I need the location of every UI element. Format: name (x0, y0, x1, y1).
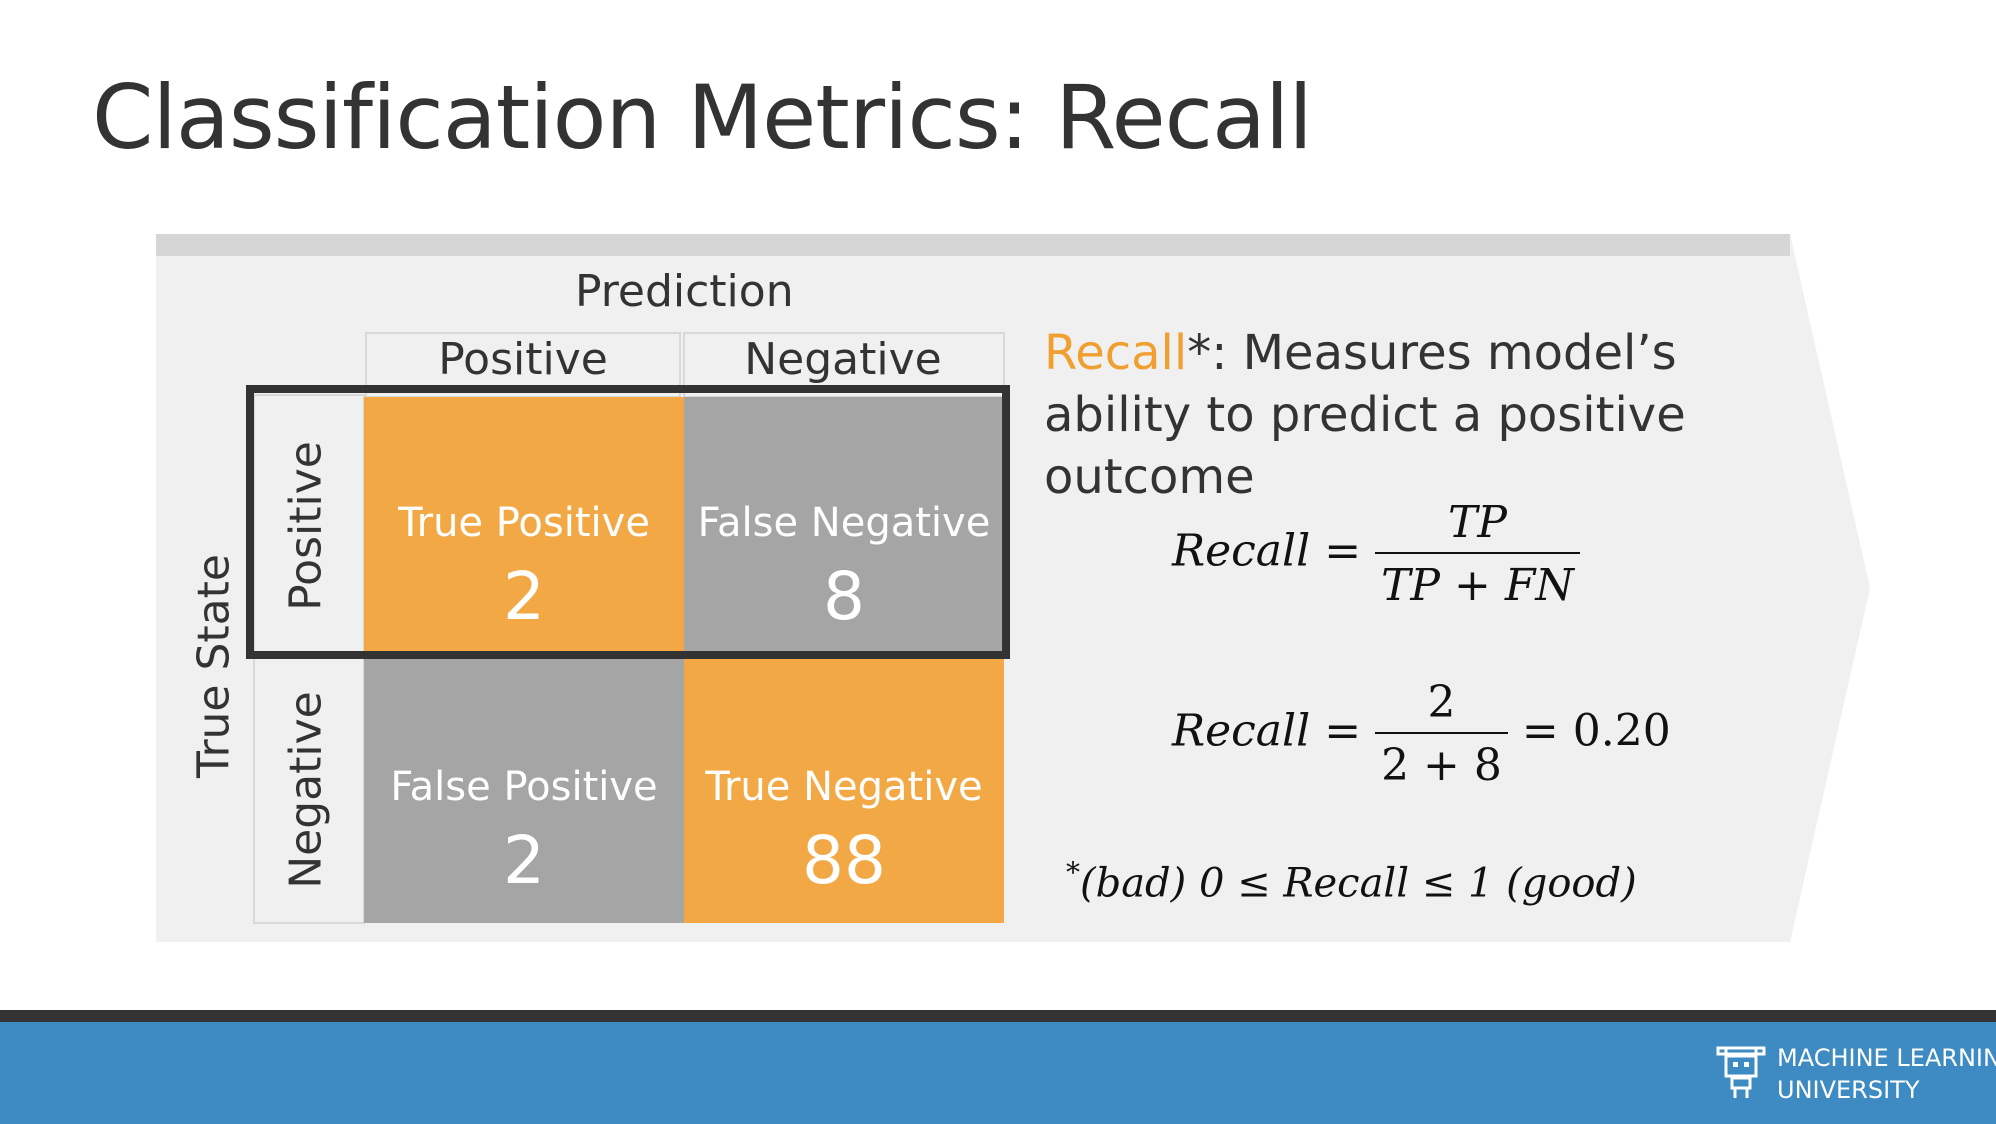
col-header-negative: Negative (744, 334, 942, 385)
cell-value: 2 (503, 558, 545, 635)
calc-numerator: 2 (1375, 677, 1508, 734)
formula-denominator: TP + FN (1381, 560, 1574, 611)
cell-name: True Positive (398, 500, 650, 546)
recall-description: Recall*: Measures model’s ability to pre… (1044, 322, 1804, 508)
robot-logo-icon (1716, 1046, 1766, 1098)
cell-false-positive: False Positive 2 (364, 764, 684, 899)
footer-bar (0, 1022, 1996, 1124)
cell-name: False Negative (697, 500, 991, 546)
cell-value: 88 (802, 822, 886, 899)
footer-divider (0, 1010, 1996, 1022)
mlu-line1: MACHINE LEARNING (1777, 1044, 1996, 1072)
cell-false-negative: False Negative 8 (684, 500, 1004, 635)
cell-true-positive: True Positive 2 (364, 500, 684, 635)
cell-name: True Negative (705, 764, 983, 810)
range-good: (good) (1506, 860, 1637, 907)
row-header-positive: Positive (280, 441, 332, 611)
formula-numerator: TP (1375, 497, 1580, 554)
cell-true-negative-bg (684, 657, 1004, 923)
cell-false-negative-bg (684, 397, 1004, 657)
calc-fraction: 2 2 + 8 (1375, 677, 1508, 791)
calc-denominator: 2 + 8 (1381, 740, 1502, 791)
calc-result: = 0.20 (1521, 705, 1671, 757)
slide-title: Classification Metrics: Recall (92, 66, 1313, 169)
formula-lhs: Recall (1172, 525, 1311, 577)
calc-eq: = (1324, 705, 1362, 757)
row-header-negative: Negative (280, 691, 332, 889)
mlu-logo-text: MACHINE LEARNING UNIVERSITY (1777, 1042, 1996, 1106)
range-star: * (1066, 856, 1080, 889)
calc-lhs: Recall (1172, 705, 1311, 757)
formula-eq: = (1324, 525, 1362, 577)
cell-value: 8 (823, 558, 865, 635)
prediction-axis-label: Prediction (575, 266, 794, 317)
range-middle: 0 ≤ Recall ≤ 1 (1199, 860, 1494, 907)
cell-true-negative: True Negative 88 (684, 764, 1004, 899)
content-panel (156, 234, 1870, 942)
recall-range-note: *(bad) 0 ≤ Recall ≤ 1 (good) (1066, 856, 1637, 906)
col-header-positive: Positive (438, 334, 608, 385)
recall-calculation: Recall = 2 2 + 8 = 0.20 (1172, 677, 1671, 791)
formula-fraction: TP TP + FN (1375, 497, 1580, 611)
mlu-line2: UNIVERSITY (1777, 1076, 1920, 1104)
cell-name: False Positive (390, 764, 658, 810)
cell-false-positive-bg (364, 657, 684, 923)
true-state-axis-label: True State (188, 554, 240, 778)
recall-definition: *: Measures model’s ability to predict a… (1044, 325, 1686, 505)
recall-formula: Recall = TP TP + FN (1172, 497, 1580, 611)
cell-true-positive-bg (364, 397, 684, 657)
range-bad: (bad) (1080, 860, 1187, 907)
recall-term: Recall (1044, 325, 1188, 381)
cell-value: 2 (503, 822, 545, 899)
positive-row-highlight-frame (246, 385, 1010, 659)
panel-top-band (156, 234, 1790, 256)
